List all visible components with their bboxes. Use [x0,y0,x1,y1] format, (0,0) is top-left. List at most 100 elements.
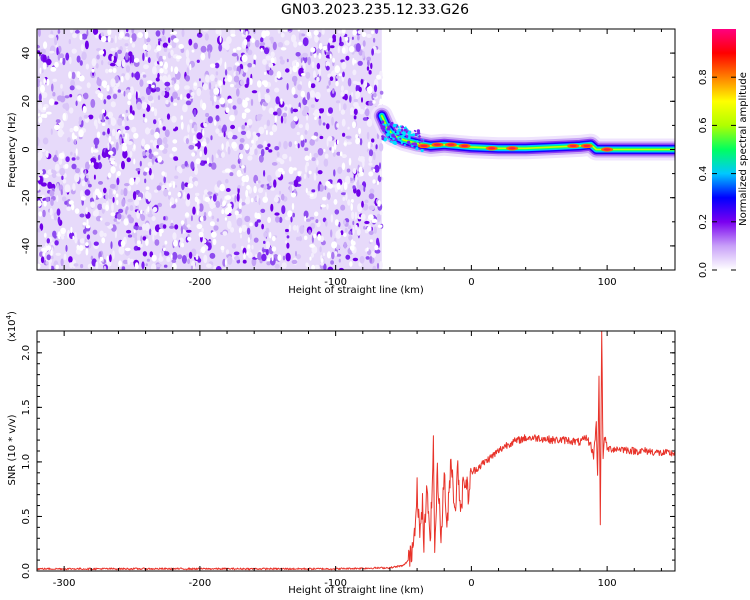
noise-speckle [198,203,204,212]
noise-speckle [221,151,225,158]
signal-hotspot-core [488,147,496,150]
noise-speckle [207,116,213,124]
noise-gap [341,47,346,54]
noise-gap [144,31,149,39]
noise-gap [221,209,225,215]
noise-speckle [230,227,235,233]
noise-speckle [203,146,208,156]
noise-gap [250,197,254,203]
noise-speckle [109,183,116,189]
noise-speckle [145,52,148,57]
x-tick-label: -100 [324,578,347,589]
noise-speckle [88,183,92,188]
noise-gap [310,47,316,53]
noise-gap [100,36,107,43]
noise-speckle [81,180,86,187]
noise-speckle [132,231,138,238]
noise-speckle [219,57,223,64]
noise-speckle [147,161,153,167]
noise-speckle [112,196,115,203]
noise-speckle [225,249,230,255]
noise-gap [193,82,198,86]
noise-speckle [293,78,297,87]
signal-speck [399,137,402,140]
noise-speckle [236,88,240,97]
noise-speckle [152,233,155,242]
noise-speckle [123,90,126,97]
noise-speckle [306,191,311,196]
noise-gap [261,80,267,86]
signal-speck [390,140,393,143]
noise-speckle [190,161,195,170]
noise-speckle [196,32,203,38]
noise-gap [292,167,297,171]
noise-speckle [343,241,348,249]
noise-speckle [233,65,237,71]
noise-speckle [214,77,218,82]
noise-speckle [154,189,159,193]
noise-gap [169,201,172,207]
noise-gap [121,144,128,152]
noise-speckle [161,90,166,97]
noise-speckle [122,259,129,265]
noise-gap [106,255,109,263]
noise-gap [219,97,226,105]
noise-speckle [131,72,134,78]
noise-speckle [181,163,186,169]
noise-speckle [84,238,87,244]
noise-gap [246,185,251,190]
noise-speckle [293,94,298,99]
noise-gap [79,33,83,41]
noise-speckle [316,159,319,166]
noise-gap [116,199,119,206]
noise-speckle [311,252,314,258]
noise-speckle [247,49,253,56]
noise-gap [262,196,269,203]
noise-speckle [366,131,370,140]
noise-speckle [125,72,130,81]
noise-speckle [258,154,264,163]
noise-speckle [114,229,117,239]
noise-speckle [328,107,333,114]
y-tick-label: 1.0 [21,454,32,470]
noise-speckle [88,114,94,120]
noise-gap [213,95,217,102]
noise-gap [110,166,116,174]
noise-speckle [105,68,109,74]
noise-speckle [113,218,118,222]
noise-speckle [347,199,351,206]
noise-speckle [232,105,237,110]
noise-speckle [84,40,89,50]
noise-gap [159,120,162,125]
noise-speckle [251,244,254,250]
noise-gap [50,66,57,72]
noise-speckle [83,114,89,119]
noise-speckle [39,81,42,86]
noise-gap [245,189,249,198]
noise-speckle [374,249,381,254]
noise-speckle [95,122,98,130]
signal-speck [381,137,384,140]
noise-speckle [177,96,180,101]
noise-gap [100,217,103,221]
noise-speckle [69,262,73,269]
noise-speckle [336,253,342,257]
noise-gap [62,113,67,121]
noise-gap [105,204,109,211]
noise-speckle [254,39,260,48]
noise-gap [350,199,354,203]
noise-speckle [373,84,378,93]
noise-speckle [66,206,72,211]
noise-speckle [144,178,147,184]
noise-gap [145,56,148,61]
noise-speckle [340,91,345,97]
noise-speckle [157,202,163,208]
noise-gap [224,168,231,173]
colorbar: 0.0 0.2 0.4 0.6 0.8 Normalized spectral ampl… [698,29,749,278]
noise-speckle [162,126,166,131]
noise-gap [75,148,78,156]
noise-speckle [65,52,70,61]
noise-gap [309,256,312,261]
noise-gap [200,141,207,147]
noise-speckle [203,189,208,195]
